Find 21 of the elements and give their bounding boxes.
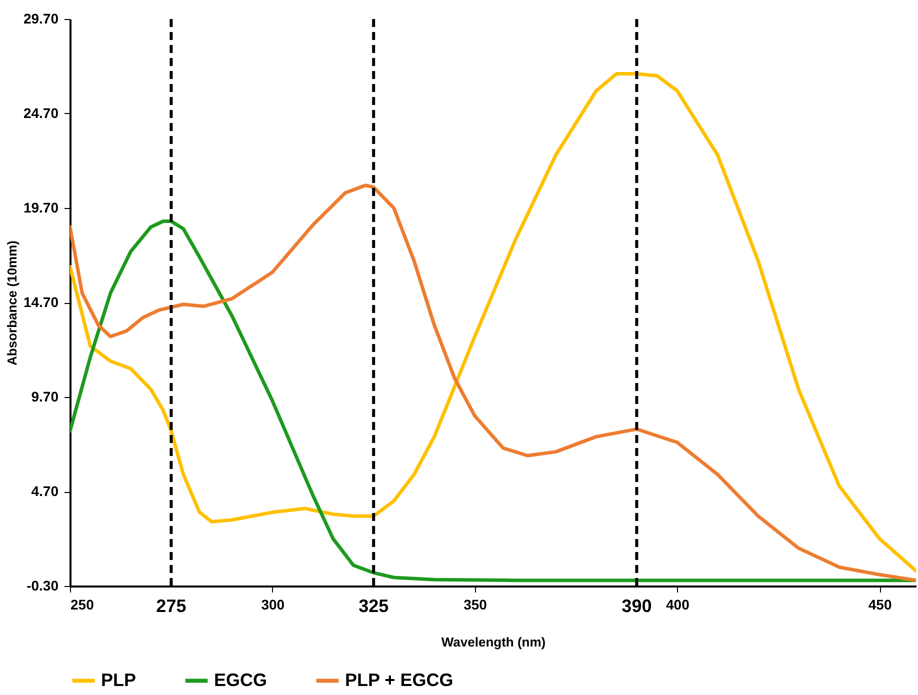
line-series (70, 72, 916, 573)
y-tick-label: 24.70 (23, 105, 59, 121)
x-tick-label: 300 (261, 596, 285, 612)
x-tick-label: 400 (666, 596, 690, 612)
legend-label: PLP (101, 670, 136, 690)
y-tick-label: 4.70 (31, 483, 59, 499)
x-tick-label: 350 (464, 596, 488, 612)
x-tick-label: 450 (868, 596, 892, 612)
y-tick-label: 29.70 (23, 10, 59, 26)
legend-label: EGCG (214, 670, 268, 690)
x-axis-title: Wavelength (nm) (441, 634, 546, 650)
ref-line-label: 325 (358, 596, 389, 616)
y-tick-label: -0.30 (26, 578, 59, 594)
y-tick-label: 9.70 (31, 388, 59, 404)
x-tick-label: 250 (70, 596, 94, 612)
ref-line-label: 390 (622, 596, 652, 616)
y-tick-label: 19.70 (23, 200, 59, 216)
y-axis-title: Absorbance (10mm) (4, 240, 20, 366)
y-tick-label: 14.70 (23, 294, 59, 310)
ref-line-label: 275 (156, 596, 186, 616)
legend-label: PLP + EGCG (345, 670, 454, 690)
